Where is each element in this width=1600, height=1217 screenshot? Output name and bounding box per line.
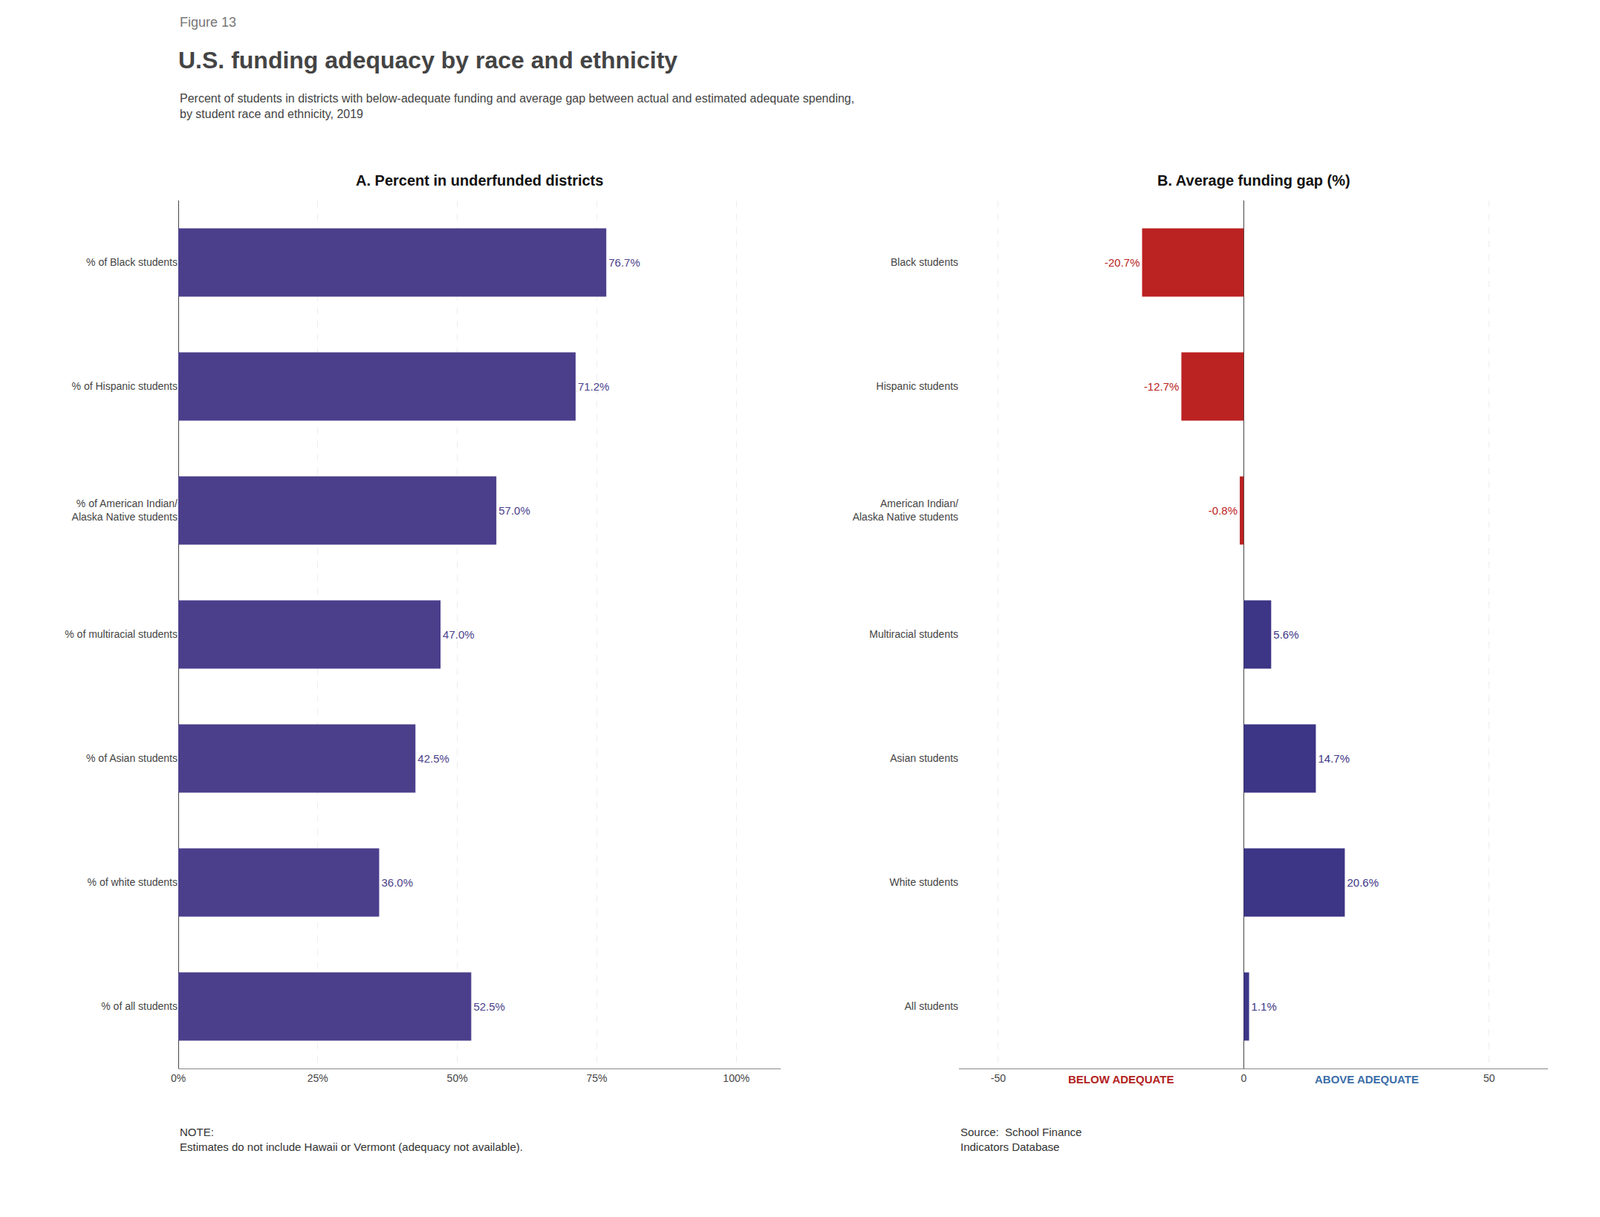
svg-text:Source: School FinanceIndicat: Source: School FinanceIndicators Databas…	[960, 1126, 1082, 1154]
svg-text:50%: 50%	[447, 1072, 468, 1085]
svg-text:BELOW ADEQUATE: BELOW ADEQUATE	[1068, 1073, 1175, 1086]
svg-text:1.1%: 1.1%	[1251, 1000, 1277, 1014]
svg-text:A. Percent in underfunded dist: A. Percent in underfunded districts	[355, 172, 604, 189]
svg-text:52.5%: 52.5%	[473, 1000, 506, 1014]
svg-text:Percent of students in distric: Percent of students in districts with be…	[179, 92, 855, 121]
svg-text:% of Black students: % of Black students	[86, 256, 178, 269]
svg-text:White students: White students	[889, 876, 959, 889]
svg-text:-20.7%: -20.7%	[1104, 256, 1141, 269]
svg-text:% of all students: % of all students	[101, 1000, 178, 1013]
svg-text:57.0%: 57.0%	[498, 504, 531, 517]
svg-text:U.S. funding adequacy by race: U.S. funding adequacy by race and ethnic…	[178, 46, 678, 74]
svg-text:% of American Indian/Alaska Na: % of American Indian/Alaska Native stude…	[72, 497, 179, 523]
svg-text:71.2%: 71.2%	[577, 380, 610, 393]
svg-text:100%: 100%	[722, 1072, 750, 1085]
svg-text:Figure 13: Figure 13	[179, 14, 237, 30]
svg-text:% of Hispanic students: % of Hispanic students	[72, 380, 178, 393]
svg-text:Multiracial students: Multiracial students	[869, 628, 959, 641]
svg-text:0: 0	[1240, 1072, 1247, 1085]
svg-text:25%: 25%	[307, 1072, 329, 1085]
svg-text:5.6%: 5.6%	[1273, 628, 1299, 642]
svg-text:% of multiracial students: % of multiracial students	[64, 628, 178, 641]
svg-text:Black students: Black students	[890, 256, 959, 269]
svg-text:NOTE:Estimates do not include: NOTE:Estimates do not include Hawaii or …	[179, 1126, 523, 1154]
svg-text:B. Average funding gap (%): B. Average funding gap (%)	[1157, 172, 1351, 189]
svg-text:42.5%: 42.5%	[417, 752, 450, 766]
svg-text:36.0%: 36.0%	[381, 876, 413, 890]
svg-text:ABOVE ADEQUATE: ABOVE ADEQUATE	[1314, 1073, 1419, 1086]
svg-text:Asian students: Asian students	[889, 752, 959, 765]
svg-text:76.7%: 76.7%	[608, 256, 641, 269]
svg-text:-50: -50	[990, 1072, 1006, 1085]
svg-text:75%: 75%	[586, 1072, 607, 1085]
svg-text:50: 50	[1483, 1072, 1496, 1085]
svg-text:American Indian/Alaska Native: American Indian/Alaska Native students	[852, 497, 959, 523]
svg-text:20.6%: 20.6%	[1346, 876, 1379, 890]
svg-text:Hispanic students: Hispanic students	[876, 380, 959, 393]
svg-text:14.7%: 14.7%	[1317, 752, 1350, 766]
svg-text:% of Asian students: % of Asian students	[86, 752, 178, 765]
svg-text:-0.8%: -0.8%	[1208, 504, 1238, 517]
svg-text:47.0%: 47.0%	[442, 628, 475, 642]
svg-text:-12.7%: -12.7%	[1143, 380, 1180, 393]
svg-text:0%: 0%	[170, 1072, 186, 1085]
svg-text:All students: All students	[904, 1000, 959, 1013]
svg-text:% of white students: % of white students	[87, 876, 178, 889]
